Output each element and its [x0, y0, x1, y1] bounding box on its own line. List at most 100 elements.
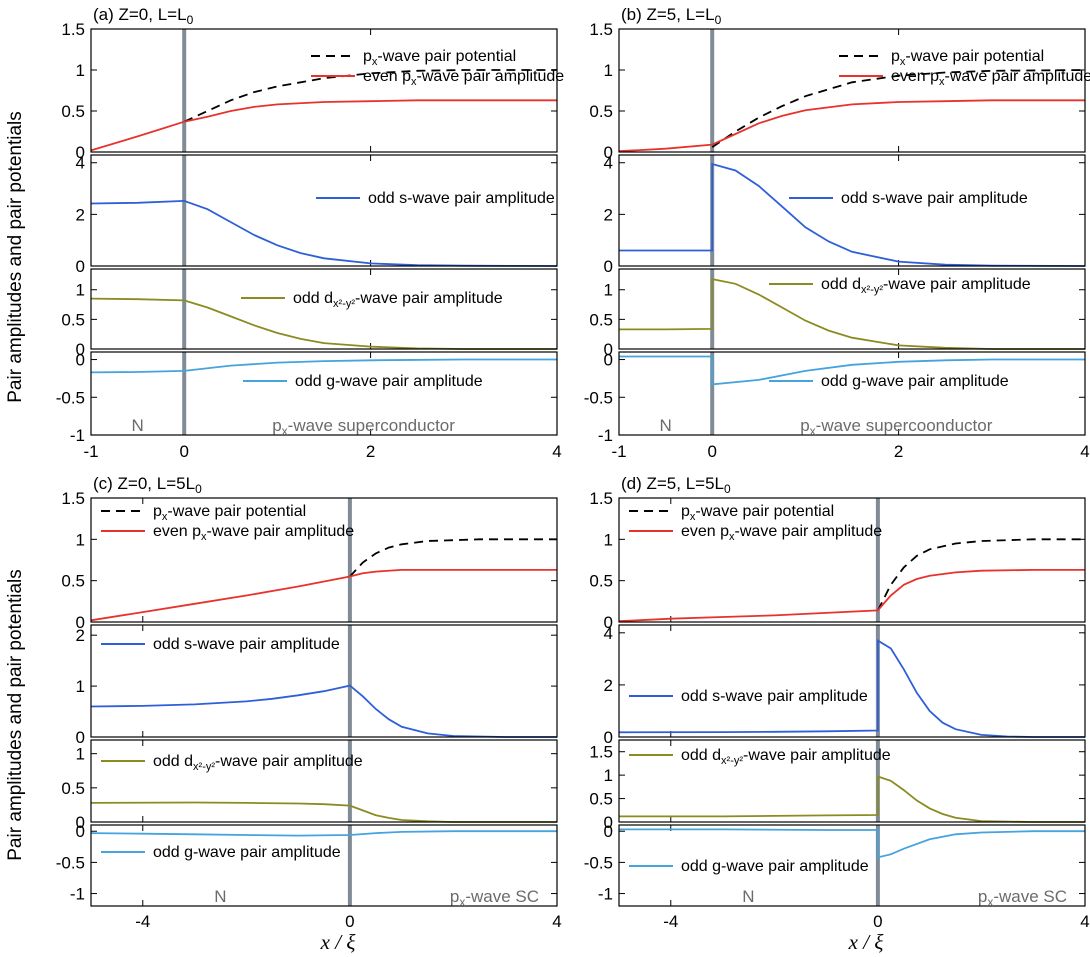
y-tick-label: 0 [76, 257, 85, 276]
y-tick-label: 1.5 [61, 489, 85, 508]
subpanel-d: 0 0.5 1 odd dx²-y²-wave pair amplitude [589, 268, 1086, 359]
panel-d: (d) Z=5, L=5L0 0 0.5 1 1.5 px-wave pair poten… [584, 474, 1090, 931]
y-tick-label: 0 [76, 822, 85, 841]
legend-label: odd g-wave pair amplitude [153, 844, 341, 861]
region-label-normal: N [214, 887, 226, 906]
axes-frame [90, 824, 558, 907]
y-axis-label: Pair amplitudes and pair potentials [5, 569, 26, 861]
y-tick-label: 2 [604, 676, 613, 695]
legend-label: odd g-wave pair amplitude [681, 858, 869, 875]
panel-a: (a) Z=0, L=L0 0 0.5 1 1.5 px-wave pair potent… [56, 5, 565, 461]
y-tick-label: 0.5 [589, 790, 613, 809]
axes-frame [618, 739, 1086, 823]
y-tick-label: 0 [76, 351, 85, 370]
subpanel-d: 0 0.5 1 odd dx²-y²-wave pair amplitude [61, 268, 558, 359]
x-axis-label: x / ξ [848, 930, 884, 954]
x-tick-label: 0 [873, 912, 882, 931]
legend-label: odd s-wave pair amplitude [841, 190, 1028, 207]
y-tick-label: 0.5 [589, 310, 613, 329]
y-axis-label: Pair amplitudes and pair potentials [5, 111, 26, 403]
legend-label: odd dx²-y²-wave pair amplitude [153, 753, 363, 773]
series-even_px [618, 99, 1085, 153]
subpanel-d: 0 0.5 1 1.5 odd dx²-y²-wave pair amplitude [589, 739, 1086, 832]
y-tick-label: 1.5 [589, 489, 613, 508]
axes-frame [618, 154, 1086, 267]
series-odd_d [619, 775, 1085, 823]
y-tick-label: 1 [76, 745, 85, 764]
legend-label: even px-wave pair amplitude [891, 68, 1090, 88]
y-tick-label: 1 [76, 677, 85, 696]
y-tick-label: 0 [604, 351, 613, 370]
series-odd_g [90, 830, 557, 837]
y-tick-label: -0.5 [584, 388, 613, 407]
axes-frame [618, 497, 1086, 623]
legend-label: odd s-wave pair amplitude [368, 190, 555, 207]
legend-label: odd g-wave pair amplitude [821, 373, 1009, 390]
legend-label: odd s-wave pair amplitude [153, 636, 340, 653]
series-even_px [618, 569, 1085, 623]
y-tick-label: 2 [76, 205, 85, 224]
axes-frame [618, 28, 1086, 153]
y-tick-label: -0.5 [56, 853, 85, 872]
legend-label: odd g-wave pair amplitude [295, 373, 483, 390]
x-tick-label: 2 [366, 442, 375, 461]
series-potential [877, 538, 1085, 611]
subpanel-s: 0 1 2 odd s-wave pair amplitude [76, 624, 558, 747]
y-tick-label: 4 [604, 154, 613, 173]
y-tick-label: 0.5 [61, 102, 85, 121]
y-tick-label: -1 [598, 885, 613, 904]
x-axis-label: x / ξ [320, 930, 356, 954]
y-tick-label: -0.5 [584, 853, 613, 872]
panel-title: (a) Z=0, L=L0 [93, 5, 194, 27]
series-potential [711, 69, 1086, 148]
axes-frame [90, 28, 558, 153]
y-tick-label: 4 [604, 624, 613, 643]
subpanel-g: -1 -0.5 0 odd g-wave pair amplitude N px-wave… [584, 822, 1086, 909]
y-tick-label: 4 [76, 154, 85, 173]
region-label-normal: N [659, 416, 671, 435]
y-tick-label: 2 [604, 205, 613, 224]
series-odd_s [619, 162, 1086, 267]
y-tick-label: 1 [76, 61, 85, 80]
series-odd_s [90, 684, 557, 738]
x-tick-label: 4 [552, 442, 561, 461]
y-tick-label: 0.5 [61, 310, 85, 329]
legend-label: px-wave pair potential [153, 503, 306, 523]
y-tick-label: 0.5 [61, 779, 85, 798]
axes-frame [90, 739, 558, 823]
subpanel-s: 0 2 4 odd s-wave pair amplitude [76, 154, 558, 276]
y-tick-label: 0 [76, 813, 85, 832]
y-tick-label: 0 [604, 613, 613, 632]
y-tick-label: 0 [604, 340, 613, 359]
panel-c: (c) Z=0, L=5L0 0 0.5 1 1.5 px-wave pair poten… [56, 474, 562, 931]
x-tick-label: 0 [707, 442, 716, 461]
region-label-superconductor: px-wave superconductor [272, 416, 455, 438]
axes-frame [90, 351, 558, 436]
y-tick-label: 1.5 [589, 743, 613, 762]
axes-frame [90, 154, 558, 267]
series-odd_g [90, 358, 557, 374]
panel-title: (d) Z=5, L=5L0 [621, 474, 731, 496]
y-tick-label: 0 [76, 143, 85, 162]
y-tick-label: 0 [76, 613, 85, 632]
subpanel-s: 0 2 4 odd s-wave pair amplitude [604, 154, 1086, 276]
x-tick-label: 4 [1080, 912, 1089, 931]
panel-title: (b) Z=5, L=L0 [621, 5, 722, 27]
axes-frame [90, 268, 558, 350]
series-even_px [90, 569, 557, 622]
region-label-superconductor: px-wave SC [978, 887, 1067, 909]
y-tick-label: 0.5 [589, 572, 613, 591]
subpanel-s: 0 2 4 odd s-wave pair amplitude [604, 624, 1086, 747]
series-odd_g [619, 828, 1085, 859]
y-tick-label: 0 [604, 728, 613, 747]
y-tick-label: -1 [70, 426, 85, 445]
x-tick-label: 0 [345, 912, 354, 931]
legend-label: odd dx²-y²-wave pair amplitude [821, 276, 1031, 296]
x-tick-label: -1 [611, 442, 626, 461]
x-tick-label: 4 [1080, 442, 1089, 461]
y-tick-label: -0.5 [56, 388, 85, 407]
subpanel-d: 0 0.5 1 odd dx²-y²-wave pair amplitude [61, 739, 558, 832]
